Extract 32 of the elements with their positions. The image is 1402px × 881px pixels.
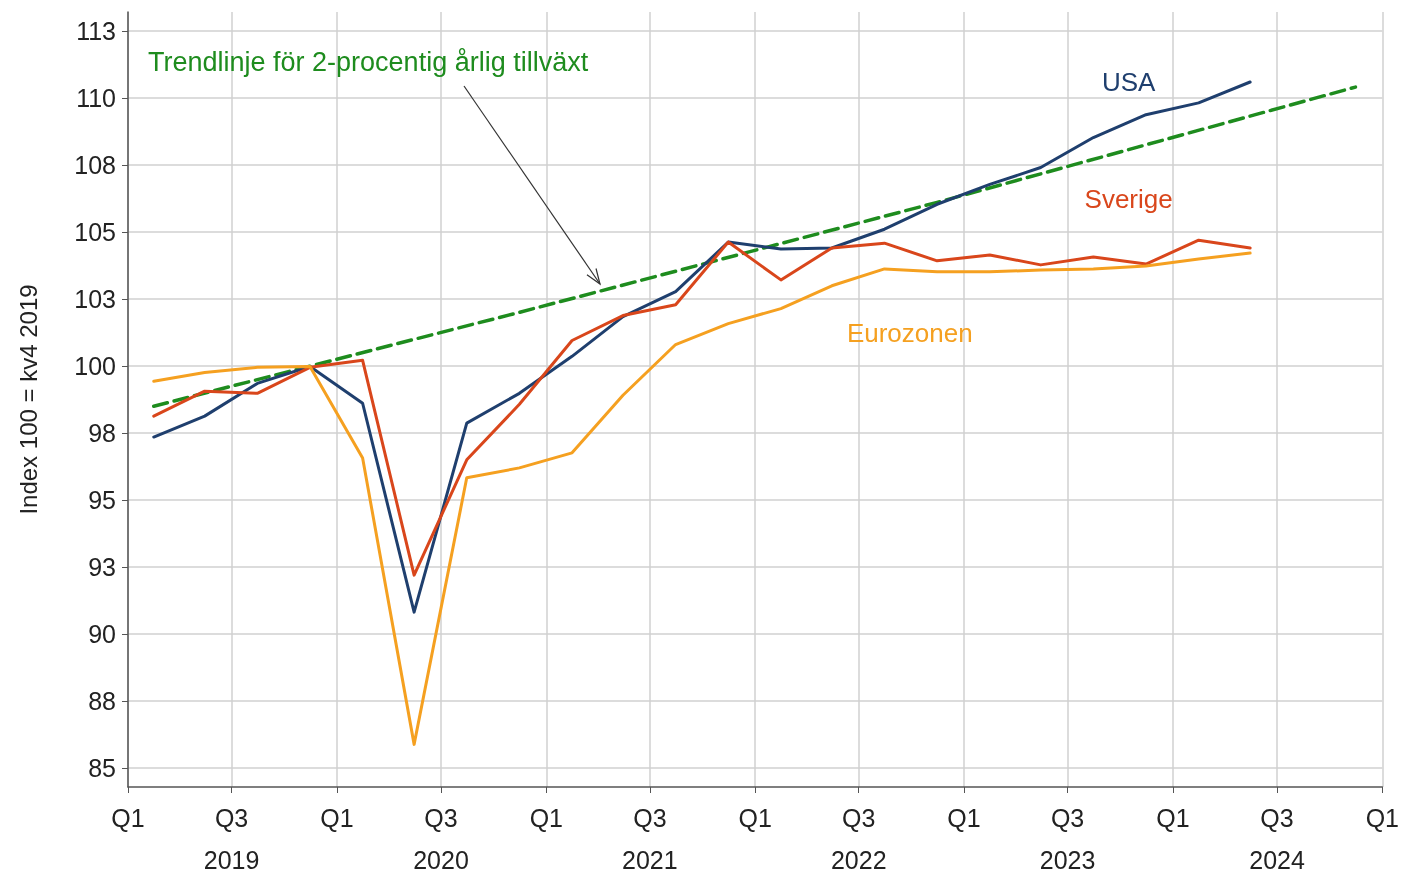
- y-tick-label: 98: [88, 419, 116, 448]
- y-tick-label: 105: [74, 217, 116, 246]
- x-tick-label: Q1: [1156, 804, 1190, 832]
- x-tick-label: Q1: [320, 804, 354, 832]
- line-series: [152, 251, 1252, 746]
- x-tick-label: Q3 2021: [622, 804, 678, 874]
- series-label: USA: [1101, 66, 1157, 97]
- x-tick-label: Q3 2023: [1039, 804, 1096, 874]
- x-tick-label: Q3 2024: [1249, 804, 1305, 874]
- y-axis-title: Index 100 = kv4 2019: [14, 284, 42, 515]
- y-tick-label: 103: [74, 284, 116, 313]
- x-tick-label: Q1: [1365, 804, 1399, 832]
- annotation: Trendlinje för 2-procentig årlig tillväxt: [148, 46, 589, 77]
- line-series: [152, 238, 1252, 577]
- y-tick-label: 93: [88, 553, 116, 582]
- y-tick-label: 90: [88, 620, 116, 649]
- y-tick-label: 85: [88, 754, 116, 783]
- x-tick-label: Q1: [947, 804, 981, 832]
- x-tick-label: Q3 2019: [203, 804, 260, 874]
- x-tick-label: Q1: [111, 804, 145, 832]
- y-tick-label: 88: [88, 687, 116, 716]
- x-tick-label: Q3 2022: [830, 804, 887, 874]
- y-tick-label: 100: [74, 351, 116, 380]
- x-tick-label: Q3 2020: [413, 804, 469, 874]
- y-tick-label: 108: [74, 150, 116, 179]
- series-label: Sverige: [1084, 184, 1173, 215]
- y-tick-label: 110: [76, 83, 116, 112]
- x-tick-label: Q1: [738, 804, 772, 832]
- y-tick-label: 113: [76, 16, 116, 45]
- series-label: Eurozonen: [846, 317, 973, 348]
- x-tick-label: Q1: [529, 804, 563, 832]
- y-tick-label: 95: [88, 486, 116, 515]
